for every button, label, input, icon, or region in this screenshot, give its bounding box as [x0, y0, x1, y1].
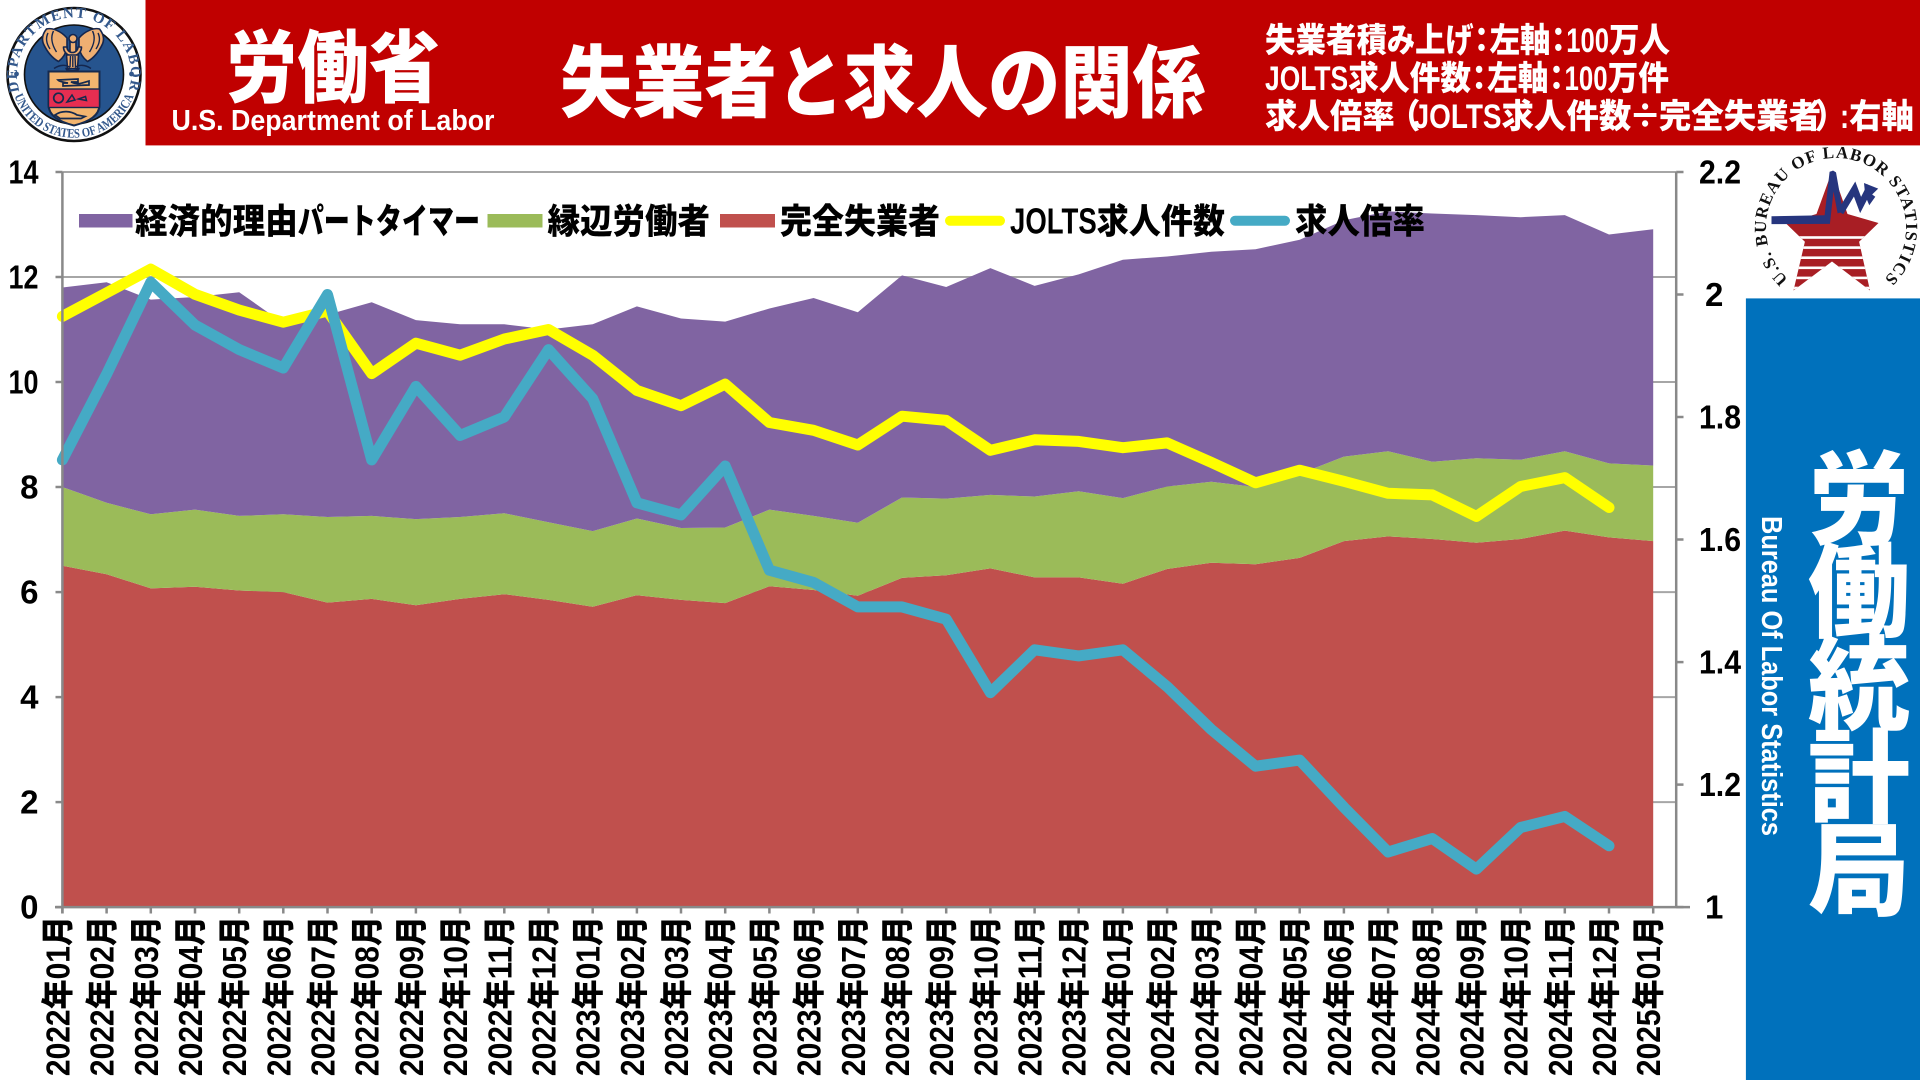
svg-text:2022: 2022	[40, 1009, 77, 1076]
svg-text:2022: 2022	[85, 1009, 122, 1076]
svg-text:07: 07	[836, 946, 873, 979]
svg-text:JOLTS: JOLTS	[1010, 202, 1097, 242]
svg-text:1.8: 1.8	[1699, 399, 1741, 436]
svg-text:2022: 2022	[482, 1009, 519, 1076]
svg-text:02: 02	[615, 946, 652, 979]
svg-text:08: 08	[350, 946, 387, 979]
svg-text:01: 01	[40, 946, 77, 979]
svg-text:2022: 2022	[438, 1009, 475, 1076]
svg-text:2023: 2023	[615, 1009, 652, 1076]
svg-text:10: 10	[1499, 946, 1536, 979]
svg-text:2022: 2022	[527, 1009, 564, 1076]
svg-text:12: 12	[1057, 946, 1094, 979]
svg-text:11: 11	[1013, 946, 1050, 979]
svg-text:08: 08	[1410, 946, 1447, 979]
svg-text:2024: 2024	[1278, 1009, 1315, 1076]
svg-text:U.S. Department of Labor: U.S. Department of Labor	[172, 105, 495, 137]
svg-text:10: 10	[438, 946, 475, 979]
svg-text:06: 06	[1322, 946, 1359, 979]
svg-text:JOLTS: JOLTS	[1414, 97, 1502, 136]
svg-text:06: 06	[261, 946, 298, 979]
svg-text:2022: 2022	[129, 1009, 166, 1076]
svg-text:01: 01	[571, 946, 608, 979]
svg-text:2024: 2024	[1322, 1009, 1359, 1076]
svg-text:1.6: 1.6	[1699, 521, 1741, 558]
svg-text:Bureau Of Labor Statistics: Bureau Of Labor Statistics	[1755, 516, 1787, 836]
svg-text:8: 8	[20, 469, 38, 506]
svg-text:08: 08	[880, 946, 917, 979]
svg-text:12: 12	[1587, 946, 1624, 979]
svg-text:09: 09	[1454, 946, 1491, 979]
svg-text:2022: 2022	[217, 1009, 254, 1076]
svg-text:2024: 2024	[1454, 1009, 1491, 1076]
svg-text:2023: 2023	[792, 1009, 829, 1076]
svg-text:03: 03	[1189, 946, 1226, 979]
svg-text:07: 07	[1366, 946, 1403, 979]
svg-text:2024: 2024	[1145, 1009, 1182, 1076]
svg-text:10: 10	[968, 946, 1005, 979]
svg-text:2024: 2024	[1499, 1009, 1536, 1076]
svg-text:01: 01	[1101, 946, 1138, 979]
svg-text:02: 02	[85, 946, 122, 979]
svg-text:2025: 2025	[1631, 1009, 1668, 1076]
svg-text:2022: 2022	[173, 1009, 210, 1076]
svg-text:05: 05	[747, 946, 784, 979]
svg-text:2: 2	[1705, 276, 1723, 313]
svg-text:2023: 2023	[571, 1009, 608, 1076]
svg-text:2023: 2023	[747, 1009, 784, 1076]
svg-text:09: 09	[924, 946, 961, 979]
svg-text:2: 2	[20, 784, 38, 821]
svg-text:2024: 2024	[1366, 1009, 1403, 1076]
svg-text:11: 11	[482, 946, 519, 979]
svg-text:2024: 2024	[1587, 1009, 1624, 1076]
svg-text:03: 03	[659, 946, 696, 979]
svg-text:4: 4	[20, 679, 39, 716]
svg-text:02: 02	[1145, 946, 1182, 979]
svg-text:07: 07	[306, 946, 343, 979]
svg-text:12: 12	[527, 946, 564, 979]
svg-text:1.4: 1.4	[1699, 644, 1742, 681]
svg-text:05: 05	[217, 946, 254, 979]
svg-text:2023: 2023	[836, 1009, 873, 1076]
svg-text:2023: 2023	[880, 1009, 917, 1076]
svg-text:10: 10	[9, 364, 39, 401]
svg-text:2022: 2022	[394, 1009, 431, 1076]
svg-text:14: 14	[9, 154, 40, 191]
svg-text:2022: 2022	[350, 1009, 387, 1076]
svg-text:04: 04	[173, 946, 210, 980]
svg-text:03: 03	[129, 946, 166, 979]
svg-text:2024: 2024	[1234, 1009, 1271, 1076]
svg-text:0: 0	[20, 889, 38, 926]
svg-text:2024: 2024	[1189, 1009, 1226, 1076]
svg-text:01: 01	[1631, 946, 1668, 979]
svg-text:100: 100	[1566, 22, 1609, 60]
svg-text:1.2: 1.2	[1699, 766, 1741, 803]
svg-text:09: 09	[394, 946, 431, 979]
svg-text:2023: 2023	[968, 1009, 1005, 1076]
svg-text:2023: 2023	[1013, 1009, 1050, 1076]
svg-text:04: 04	[1234, 946, 1271, 980]
svg-text:11: 11	[1543, 946, 1580, 979]
svg-text:2022: 2022	[261, 1009, 298, 1076]
svg-text:05: 05	[1278, 946, 1315, 979]
svg-text:2.2: 2.2	[1699, 154, 1741, 191]
svg-text:2023: 2023	[659, 1009, 696, 1076]
svg-text::: :	[1840, 97, 1849, 136]
svg-text:2023: 2023	[703, 1009, 740, 1076]
svg-text:2023: 2023	[924, 1009, 961, 1076]
svg-text:2024: 2024	[1101, 1009, 1138, 1076]
svg-text:100: 100	[1565, 60, 1608, 98]
svg-text:12: 12	[9, 259, 39, 296]
svg-text:2024: 2024	[1543, 1009, 1580, 1076]
svg-text:2024: 2024	[1410, 1009, 1447, 1076]
svg-text:2022: 2022	[306, 1009, 343, 1076]
svg-text:06: 06	[792, 946, 829, 979]
svg-text:1: 1	[1705, 889, 1723, 926]
svg-text:04: 04	[703, 946, 740, 980]
svg-text:JOLTS: JOLTS	[1265, 60, 1348, 98]
svg-text:2023: 2023	[1057, 1009, 1094, 1076]
svg-text:6: 6	[20, 574, 38, 611]
